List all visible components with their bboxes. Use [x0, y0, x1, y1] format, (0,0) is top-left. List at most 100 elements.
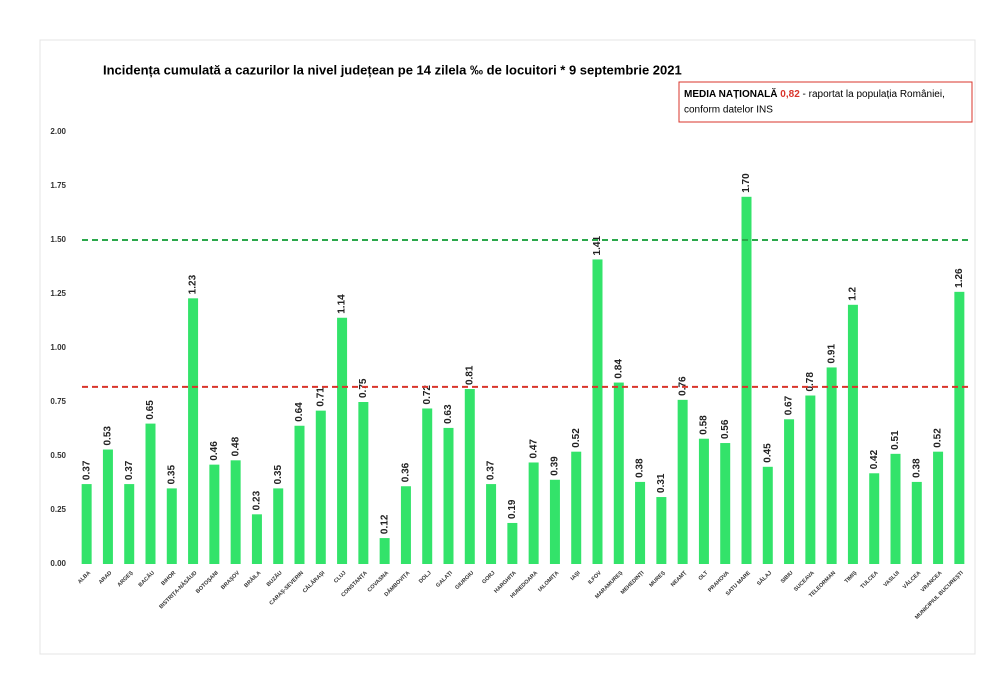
value-label: 0.23: [252, 490, 263, 510]
value-label: 0.51: [890, 430, 901, 450]
value-label: 0.42: [869, 449, 880, 469]
annotation: MEDIA NAȚIONALĂ 0,82 - raportat la popul…: [684, 87, 945, 100]
value-label: 0.47: [528, 439, 539, 459]
y-tick-label: 1.25: [50, 289, 66, 298]
bar: [422, 408, 433, 564]
bar: [251, 514, 262, 564]
value-label: 0.64: [294, 402, 305, 422]
value-label: 0.38: [635, 458, 646, 478]
bar: [315, 410, 326, 564]
value-label: 1.14: [337, 294, 348, 314]
bar: [933, 451, 944, 564]
value-label: 0.31: [656, 473, 667, 493]
bar: [571, 451, 582, 564]
value-label: 0.65: [145, 400, 156, 420]
y-tick-label: 2.00: [50, 127, 66, 136]
value-label: 0.37: [81, 460, 92, 480]
bar: [635, 481, 646, 564]
value-label: 0.53: [103, 426, 114, 446]
value-label: 0.37: [486, 460, 497, 480]
bar: [507, 522, 518, 564]
y-tick-label: 0.00: [50, 559, 66, 568]
value-label: 0.84: [613, 359, 624, 379]
bar: [294, 425, 305, 564]
bar: [464, 389, 475, 564]
bar: [358, 402, 369, 564]
bar: [805, 395, 816, 564]
value-label: 1.26: [954, 268, 965, 288]
bar: [379, 538, 390, 564]
bar: [337, 317, 348, 564]
bar: [592, 259, 603, 564]
bar: [549, 479, 560, 564]
bar: [869, 473, 880, 564]
bar: [528, 462, 539, 564]
annotation-box: [678, 81, 973, 123]
annotation-title: MEDIA NAȚIONALĂ: [684, 87, 778, 100]
value-label: 1.23: [188, 274, 199, 294]
bar: [273, 488, 284, 564]
value-label: 0.78: [805, 372, 816, 392]
bar: [698, 438, 709, 564]
value-label: 0.91: [826, 344, 837, 364]
y-tick-label: 1.00: [50, 343, 66, 352]
bar: [166, 488, 177, 564]
bar: [81, 484, 92, 564]
bar: [613, 382, 624, 564]
value-label: 0.52: [571, 428, 582, 448]
value-label: 0.56: [720, 419, 731, 439]
value-label: 0.35: [273, 464, 284, 484]
bar: [847, 304, 858, 564]
bar: [230, 460, 241, 564]
bar: [145, 423, 156, 564]
y-tick-label: 0.75: [50, 397, 66, 406]
y-tick-label: 0.25: [50, 505, 66, 514]
value-label: 0.38: [911, 458, 922, 478]
value-label: 0.36: [401, 462, 412, 482]
bar: [784, 419, 795, 564]
value-label: 0.67: [784, 395, 795, 415]
value-label: 0.52: [933, 428, 944, 448]
value-label: 0.12: [379, 514, 390, 534]
value-label: 1.70: [741, 173, 752, 193]
annotation-text: conform datelor INS: [684, 105, 773, 116]
value-label: 0.19: [507, 499, 518, 519]
bar: [443, 427, 454, 564]
bar: [954, 291, 965, 564]
y-tick-label: 0.50: [50, 451, 66, 460]
value-label: 0.37: [124, 460, 135, 480]
annotation-value: 0,82: [780, 89, 800, 100]
value-label: 0.35: [166, 464, 177, 484]
value-label: 0.58: [699, 415, 710, 435]
value-label: 1.41: [592, 236, 603, 256]
bar: [890, 453, 901, 564]
bar: [188, 298, 199, 564]
bar: [209, 464, 220, 564]
y-tick-label: 1.50: [50, 235, 66, 244]
annotation-text: - raportat la populația României,: [803, 89, 945, 100]
y-tick-label: 1.75: [50, 181, 66, 190]
bar: [677, 399, 688, 564]
bar: [102, 449, 113, 564]
bar: [762, 466, 773, 564]
bar: [656, 497, 667, 564]
bar: [124, 484, 135, 564]
chart-title: Incidența cumulată a cazurilor la nivel …: [103, 62, 682, 77]
value-label: 0.71: [315, 387, 326, 407]
bar: [741, 196, 752, 565]
value-label: 0.63: [443, 404, 454, 424]
value-label: 0.72: [422, 385, 433, 405]
bar: [720, 443, 731, 564]
value-label: 0.45: [762, 443, 773, 463]
value-label: 0.75: [358, 378, 369, 398]
value-label: 0.39: [550, 456, 561, 476]
bar: [826, 367, 837, 564]
value-label: 0.48: [230, 436, 241, 456]
value-label: 0.46: [209, 441, 220, 461]
bar: [400, 486, 411, 564]
bar: [486, 484, 497, 564]
value-label: 1.2: [848, 286, 859, 300]
bar: [911, 481, 922, 564]
value-label: 0.81: [464, 365, 475, 385]
